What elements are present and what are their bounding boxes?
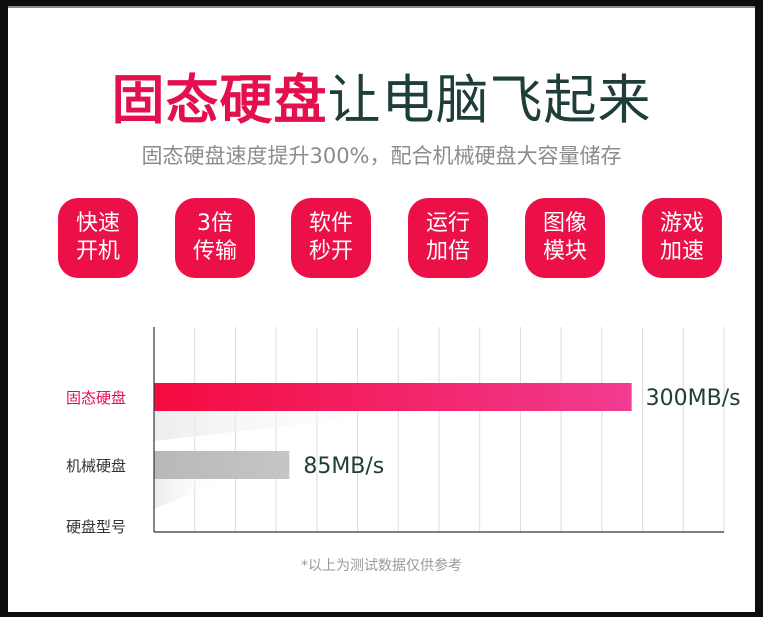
grid-lines bbox=[194, 327, 725, 532]
feature-badge-line1: 游戏 bbox=[659, 211, 704, 236]
bar-shadow bbox=[154, 411, 417, 441]
feature-badge-line2: 模块 bbox=[542, 239, 587, 264]
feature-badge-transfer: 3倍 传输 bbox=[175, 198, 255, 278]
axes bbox=[153, 327, 724, 533]
feature-badge-line2: 开机 bbox=[75, 239, 120, 264]
subtitle: 固态硬盘速度提升300%，配合机械硬盘大容量储存 bbox=[141, 144, 622, 168]
data-bar bbox=[154, 383, 632, 411]
feature-badge-line1: 图像 bbox=[542, 211, 587, 236]
value-label: 300MB/s bbox=[646, 386, 741, 411]
feature-badge-line1: 运行 bbox=[425, 211, 470, 236]
category-label: 硬盘型号 bbox=[66, 518, 126, 536]
labels: 固态硬盘 300MB/s 机械硬盘 85MB/s 硬盘型号 bbox=[66, 386, 741, 536]
bar-shadows bbox=[154, 411, 417, 509]
category-label: 固态硬盘 bbox=[66, 389, 126, 407]
feature-badge-line1: 软件 bbox=[308, 211, 353, 236]
category-label: 机械硬盘 bbox=[66, 457, 126, 475]
page-title: 固态硬盘让电脑飞起来 bbox=[0, 70, 763, 132]
feature-badge-line2: 加倍 bbox=[425, 239, 470, 264]
feature-badge-run: 运行 加倍 bbox=[408, 198, 488, 278]
feature-badge-line1: 3倍 bbox=[197, 211, 233, 236]
feature-badge-line2: 传输 bbox=[192, 239, 237, 264]
top-divider bbox=[8, 6, 755, 8]
bar-shadow bbox=[154, 479, 229, 509]
bars bbox=[154, 383, 632, 479]
feature-badge-software: 软件 秒开 bbox=[291, 198, 371, 278]
feature-badge-image: 图像 模块 bbox=[525, 198, 605, 278]
feature-badge-line2: 加速 bbox=[659, 239, 704, 264]
title-highlight: 固态硬盘 bbox=[111, 70, 328, 131]
feature-badge-game: 游戏 加速 bbox=[642, 198, 722, 278]
footnote: *以上为测试数据仅供参考 bbox=[301, 558, 462, 574]
value-label: 85MB/s bbox=[303, 454, 384, 479]
feature-badge-line2: 秒开 bbox=[308, 239, 353, 264]
content-panel bbox=[8, 8, 755, 612]
feature-badge-line1: 快速 bbox=[75, 211, 120, 236]
data-bar bbox=[154, 451, 290, 479]
feature-badge-fast-boot: 快速 开机 bbox=[58, 198, 138, 278]
title-rest: 让电脑飞起来 bbox=[327, 70, 652, 131]
